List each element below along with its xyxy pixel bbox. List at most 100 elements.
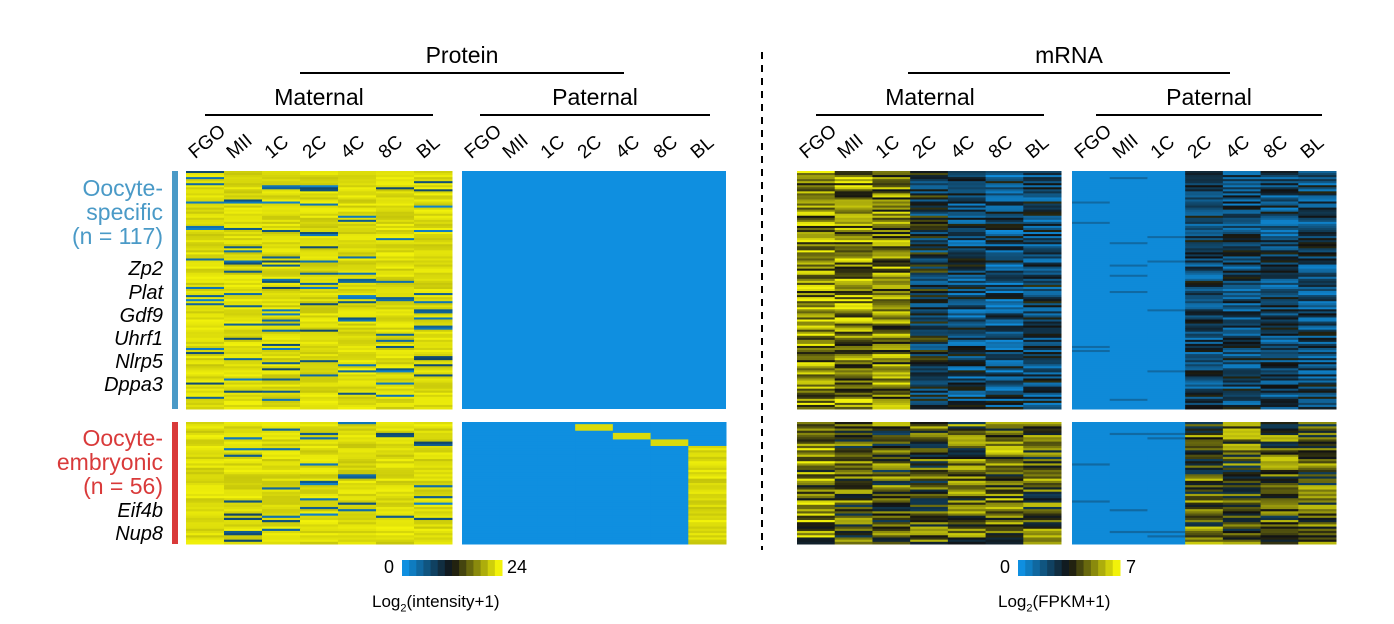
mrna-maternal-specific-cell [947, 350, 987, 353]
mrna-paternal-specific-cell [1109, 203, 1148, 207]
protein-paternal-embryonic-cell [688, 478, 727, 482]
protein-maternal-specific-cell [414, 268, 453, 272]
protein-maternal-embryonic-cell [300, 509, 339, 512]
mrna-paternal-embryonic-cell [1222, 528, 1262, 532]
protein-maternal-embryonic-cell [224, 443, 263, 447]
mrna-paternal-specific-cell [1260, 394, 1299, 398]
mrna-maternal-specific-cell [1023, 352, 1062, 355]
mrna-paternal-specific-cell [1298, 219, 1337, 223]
mrna-maternal-specific-cell [947, 321, 987, 325]
mrna-paternal-specific-cell [1147, 288, 1186, 292]
mrna-maternal-embryonic-cell [797, 504, 836, 508]
protein-maternal-specific-cell [186, 313, 225, 316]
protein-maternal-specific-cell [224, 219, 263, 223]
mrna-maternal-specific-cell [834, 221, 873, 225]
protein-maternal-embryonic-cell [300, 441, 339, 445]
protein-paternal-embryonic-cell [688, 526, 727, 530]
mrna-maternal-embryonic-cell [872, 461, 911, 464]
mrna-maternal-specific-cell [872, 350, 911, 353]
mrna-paternal-embryonic-cell [1072, 472, 1111, 475]
protein-maternal-specific-cell [414, 234, 453, 237]
mrna-maternal-specific-cell [797, 181, 836, 184]
mrna-maternal-specific-cell [985, 207, 1024, 211]
mrna-maternal-specific-cell [797, 177, 836, 180]
mrna-maternal-specific-cell [947, 274, 987, 278]
mrna-maternal-specific-cell [797, 215, 836, 219]
protein-maternal-specific-cell [414, 329, 453, 333]
mrna-maternal-specific-cell [985, 309, 1024, 312]
mrna-paternal-specific-cell [1222, 343, 1262, 347]
mrna-paternal-specific-cell [1260, 396, 1299, 400]
protein-maternal-embryonic-cell [300, 426, 339, 430]
protein-maternal-specific-cell [414, 197, 453, 200]
mrna-paternal-embryonic-cell [1298, 485, 1337, 488]
mrna-paternal-specific-cell [1072, 225, 1111, 229]
mrna-paternal-specific-cell [1260, 335, 1299, 339]
mrna-maternal-specific-cell [834, 217, 873, 221]
protein-maternal-embryonic-cell [376, 469, 415, 473]
mrna-maternal-specific-cell [910, 272, 949, 276]
mrna-maternal-specific-cell [910, 382, 949, 386]
mrna-paternal-specific-cell [1185, 382, 1224, 386]
mrna-paternal-specific-cell [1222, 189, 1262, 192]
protein-maternal-specific-cell [376, 246, 415, 249]
mrna-paternal-specific-cell [1147, 390, 1186, 394]
mrna-maternal-embryonic-cell [872, 428, 911, 432]
mrna-paternal-specific-cell [1260, 360, 1299, 363]
mrna-paternal-specific-cell [1185, 404, 1224, 408]
protein-maternal-embryonic-cell [300, 487, 339, 491]
protein-maternal-specific-cell [376, 240, 415, 243]
protein-maternal-specific-cell [262, 376, 301, 379]
protein-paternal-embryonic-cell [650, 511, 689, 514]
mrna-maternal-specific-cell [834, 181, 873, 184]
protein-maternal-specific-cell [262, 297, 301, 300]
mrna-maternal-specific-cell [985, 352, 1024, 355]
mrna-paternal-specific-cell [1109, 258, 1148, 262]
mrna-maternal-specific-cell [985, 250, 1024, 253]
mrna-maternal-specific-cell [872, 199, 911, 203]
mrna-paternal-embryonic-cell [1260, 424, 1299, 427]
mrna-maternal-specific-cell [947, 317, 987, 320]
protein-maternal-specific-cell [338, 288, 377, 292]
mrna-maternal-specific-cell [947, 240, 987, 243]
protein-paternal-embryonic-cell [462, 461, 501, 464]
protein-maternal-embryonic-cell [338, 448, 377, 451]
mrna-paternal-specific-cell [1298, 187, 1337, 190]
mrna-maternal-specific-cell [947, 211, 987, 215]
mrna-maternal-specific-cell [910, 333, 949, 337]
mrna-maternal-specific-cell [985, 213, 1024, 217]
protein-maternal-embryonic-cell [300, 528, 339, 532]
mrna-paternal-specific-cell [1147, 325, 1186, 329]
protein-paternal-embryonic-cell [688, 467, 727, 471]
mrna-maternal-embryonic-cell [947, 430, 987, 434]
mrna-paternal-specific-cell [1072, 185, 1111, 188]
protein-maternal-specific-cell [186, 396, 225, 400]
mrna-paternal-specific-cell [1147, 360, 1186, 363]
group-line: (n = 117) [72, 223, 163, 249]
mrna-maternal-specific-cell [872, 402, 911, 406]
mrna-paternal-specific-cell [1072, 280, 1111, 284]
mrna-maternal-embryonic-cell [834, 452, 873, 456]
mrna-maternal-specific-cell [797, 305, 836, 308]
mrna-maternal-specific-cell [834, 319, 873, 323]
mrna-paternal-specific-cell [1147, 234, 1186, 237]
mrna-maternal-specific-cell [910, 185, 949, 188]
mrna-paternal-specific-cell [1072, 368, 1111, 371]
mrna-paternal-specific-cell [1185, 205, 1224, 209]
mrna-maternal-embryonic-cell [947, 435, 987, 438]
mrna-paternal-embryonic-cell [1298, 437, 1337, 440]
protein-maternal-specific-cell [224, 380, 263, 384]
protein-maternal-embryonic-cell [300, 424, 339, 427]
protein-maternal-specific-cell [376, 345, 415, 349]
mrna-maternal-embryonic-cell [834, 506, 873, 510]
protein-maternal-specific-cell [376, 227, 415, 231]
mrna-maternal-specific-cell [947, 201, 987, 205]
protein-paternal-embryonic-cell [612, 528, 652, 532]
mrna-paternal-embryonic-cell [1222, 489, 1262, 493]
mrna-paternal-embryonic-cell [1147, 428, 1186, 432]
protein-maternal-specific-cell [262, 175, 301, 178]
protein-maternal-specific-cell [224, 209, 263, 213]
mrna-maternal-embryonic-cell [1023, 435, 1062, 438]
protein-maternal-embryonic-cell [186, 485, 225, 488]
mrna-paternal-embryonic-cell [1222, 493, 1262, 497]
